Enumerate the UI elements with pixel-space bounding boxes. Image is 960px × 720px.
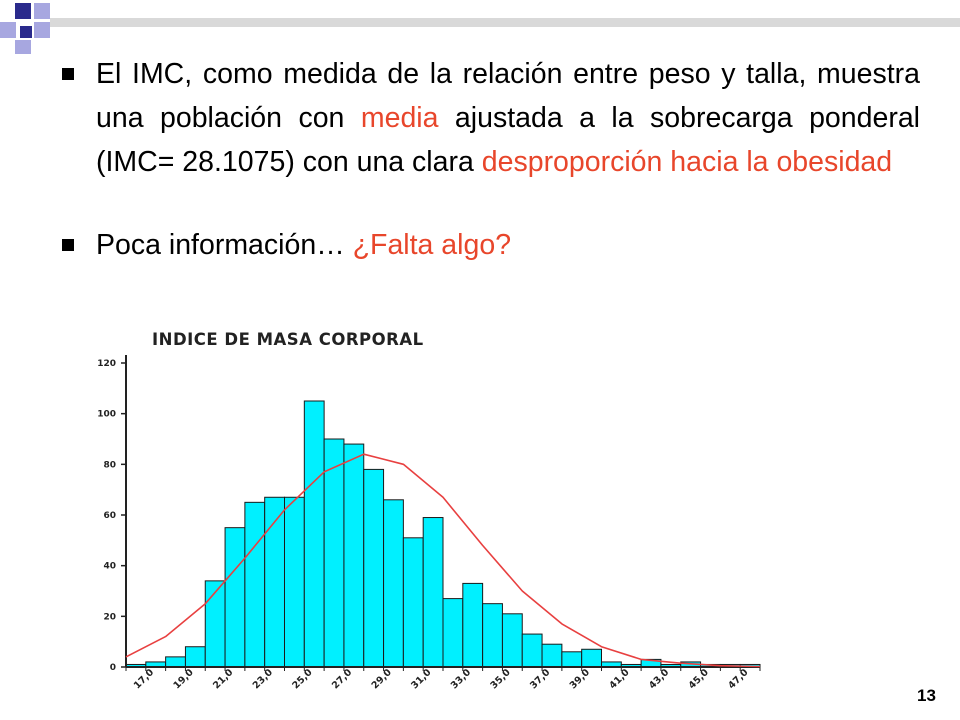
x-tick-label: 27,0 bbox=[330, 667, 355, 692]
chart-title: INDICE DE MASA CORPORAL bbox=[152, 330, 424, 349]
histogram-bar bbox=[581, 648, 602, 668]
bullet-text: ajustada a la sobrecarga ponderal (IMC= … bbox=[96, 102, 920, 178]
bullet-item-imc: El IMC, como medida de la relación entre… bbox=[60, 52, 920, 184]
highlight-text: desproporción hacia la obesidad bbox=[481, 146, 893, 178]
x-tick-label: 43,0 bbox=[647, 667, 672, 692]
x-tick-label: 21,0 bbox=[211, 667, 236, 692]
y-tick-label: 40 bbox=[103, 562, 116, 572]
histogram-bar bbox=[442, 598, 464, 668]
bullet-square-icon bbox=[62, 68, 74, 80]
normal-fit-curve bbox=[125, 453, 761, 668]
histogram-bar bbox=[184, 646, 206, 668]
histogram-bar bbox=[363, 468, 385, 668]
corner-square-lavender-3 bbox=[34, 22, 50, 38]
bullet-item-question: Poca información… ¿Falta algo? bbox=[60, 223, 920, 267]
x-tick-label: 35,0 bbox=[488, 667, 513, 692]
x-tick-label: 31,0 bbox=[409, 667, 434, 692]
corner-square-lavender-4 bbox=[15, 40, 31, 54]
histogram-bar bbox=[501, 613, 523, 668]
y-tick-label: 100 bbox=[97, 410, 116, 420]
header-divider-line bbox=[50, 18, 960, 27]
histogram-bar bbox=[204, 580, 226, 668]
x-tick-label: 37,0 bbox=[528, 667, 553, 692]
histogram-bar bbox=[343, 443, 365, 668]
histogram-bar bbox=[224, 527, 246, 668]
corner-square-lavender-1 bbox=[34, 3, 50, 19]
histogram-bar bbox=[462, 582, 484, 668]
corner-square-navy-1 bbox=[15, 3, 31, 19]
bullet-square-icon bbox=[62, 239, 74, 251]
x-tick-label: 29,0 bbox=[370, 667, 395, 692]
histogram-bar bbox=[383, 499, 404, 668]
histogram-bar bbox=[541, 643, 563, 668]
x-tick-label: 39,0 bbox=[568, 667, 593, 692]
bullet-text: Poca información… bbox=[96, 229, 353, 261]
x-tick-label: 25,0 bbox=[290, 667, 315, 692]
histogram-bar bbox=[244, 501, 266, 668]
histogram-bar bbox=[303, 400, 325, 668]
x-tick-label: 33,0 bbox=[449, 667, 474, 692]
x-tick-label: 41,0 bbox=[607, 667, 632, 692]
y-tick-label: 0 bbox=[110, 663, 116, 673]
y-tick-label: 60 bbox=[103, 511, 116, 521]
histogram-chart: 0 20 40 60 80 100 120 17,0 19,0 21,0 23,0 25,0 27,0 2… bbox=[97, 355, 761, 692]
histogram-bar bbox=[284, 496, 305, 668]
bullet-list: El IMC, como medida de la relación entre… bbox=[60, 52, 920, 267]
histogram-bar bbox=[422, 517, 444, 668]
x-tick-label: 17,0 bbox=[132, 667, 157, 692]
y-tick-label: 20 bbox=[103, 612, 116, 622]
bullet-text: El IMC, como medida de la relación entre… bbox=[96, 58, 920, 134]
histogram-bar bbox=[482, 603, 503, 668]
x-tick-label: 47,0 bbox=[726, 667, 751, 692]
x-tick-label: 19,0 bbox=[171, 667, 196, 692]
corner-square-lavender-2 bbox=[0, 22, 16, 38]
corner-square-navy-2 bbox=[20, 26, 32, 38]
highlight-text: ¿Falta algo? bbox=[352, 229, 512, 261]
page-number: 13 bbox=[917, 686, 936, 705]
histogram-bar bbox=[561, 651, 583, 668]
y-tick-label: 120 bbox=[97, 359, 116, 369]
highlight-text: media bbox=[360, 102, 439, 134]
x-tick-label: 45,0 bbox=[687, 667, 712, 692]
histogram-bar bbox=[402, 537, 424, 668]
histogram-bar bbox=[323, 438, 345, 668]
histogram-bar bbox=[165, 656, 186, 668]
x-tick-label: 23,0 bbox=[251, 667, 276, 692]
histogram-bar bbox=[521, 633, 543, 668]
y-tick-label: 80 bbox=[103, 460, 116, 470]
